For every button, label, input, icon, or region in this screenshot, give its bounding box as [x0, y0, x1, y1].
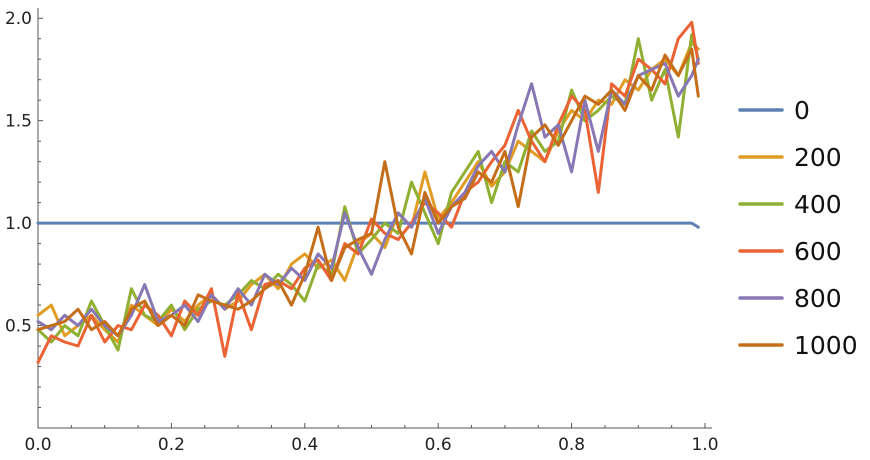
- axes: [37, 8, 712, 429]
- legend: 0 200 400 600 800 1000: [738, 96, 858, 360]
- legend-label: 1000: [794, 331, 858, 360]
- x-tick-label: 0.2: [158, 435, 185, 455]
- y-tick-label: 1.0: [5, 214, 32, 234]
- legend-label: 200: [794, 143, 842, 172]
- x-tick-label: 0.0: [24, 435, 51, 455]
- ticks: 0.0 0.2 0.4 0.6 0.8 1.0 0.5 1.0 1.5 2.0: [5, 9, 719, 455]
- x-tick-label: 1.0: [691, 435, 718, 455]
- legend-label: 600: [794, 237, 842, 266]
- y-tick-label: 2.0: [5, 9, 32, 29]
- series-line-1000: [36, 47, 700, 338]
- series-line-800: [36, 57, 700, 338]
- legend-label: 400: [794, 190, 842, 219]
- series-group: [36, 20, 700, 364]
- legend-label: 0: [794, 96, 810, 125]
- legend-label: 800: [794, 284, 842, 313]
- x-tick-label: 0.4: [291, 435, 318, 455]
- series-line-600: [36, 20, 700, 364]
- y-tick-label: 0.5: [5, 317, 32, 337]
- x-tick-label: 0.8: [558, 435, 585, 455]
- x-tick-label: 0.6: [425, 435, 452, 455]
- y-tick-label: 1.5: [5, 112, 32, 132]
- series-line-400: [36, 33, 700, 352]
